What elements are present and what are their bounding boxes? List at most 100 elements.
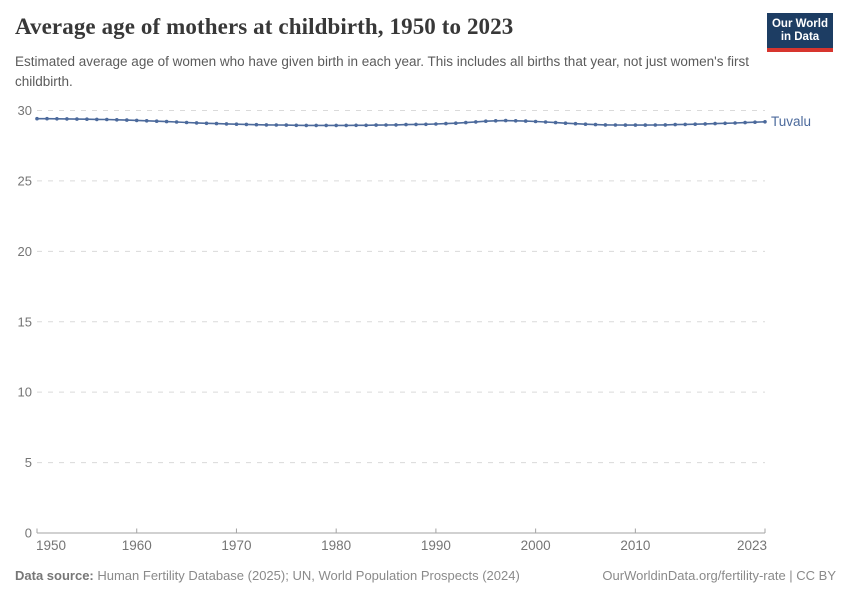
data-point-2012 bbox=[653, 123, 658, 127]
data-point-2011 bbox=[643, 123, 648, 127]
data-point-1972 bbox=[254, 122, 259, 127]
data-point-2010 bbox=[633, 123, 638, 127]
data-point-1974 bbox=[274, 123, 279, 127]
y-tick-label-30: 30 bbox=[18, 103, 32, 118]
data-point-2009 bbox=[623, 123, 628, 127]
data-point-2021 bbox=[743, 120, 747, 125]
data-point-1987 bbox=[404, 122, 408, 127]
data-point-1958 bbox=[115, 118, 119, 122]
data-point-2018 bbox=[713, 121, 717, 126]
data-point-2000 bbox=[533, 119, 538, 124]
data-point-2001 bbox=[543, 120, 548, 124]
chart-title: Average age of mothers at childbirth, 19… bbox=[15, 14, 514, 39]
line-series-tuvalu bbox=[35, 116, 767, 128]
x-tick-label-1950: 1950 bbox=[36, 538, 66, 553]
x-tick-label-1960: 1960 bbox=[122, 538, 152, 553]
data-point-1977 bbox=[304, 123, 309, 128]
data-point-1980 bbox=[334, 123, 339, 128]
chart-footer: Data source: Human Fertility Database (2… bbox=[15, 568, 836, 583]
data-point-1978 bbox=[314, 123, 319, 128]
data-point-1970 bbox=[234, 122, 239, 126]
chart-subtitle: Estimated average age of women who have … bbox=[15, 54, 749, 89]
data-point-2006 bbox=[593, 122, 598, 127]
data-point-1982 bbox=[354, 123, 358, 128]
data-point-1967 bbox=[204, 121, 209, 126]
data-point-1961 bbox=[144, 119, 149, 123]
data-point-1984 bbox=[374, 123, 378, 127]
data-point-1979 bbox=[324, 123, 329, 128]
data-point-2014 bbox=[673, 122, 677, 127]
data-point-1969 bbox=[224, 122, 229, 126]
y-tick-label-10: 10 bbox=[18, 385, 32, 400]
data-point-2007 bbox=[603, 123, 608, 127]
data-point-1992 bbox=[454, 121, 458, 125]
data-point-1983 bbox=[364, 123, 368, 128]
data-point-2004 bbox=[573, 121, 578, 126]
x-tick-label-1990: 1990 bbox=[421, 538, 451, 553]
data-point-1989 bbox=[424, 122, 428, 127]
x-tick-label-2000: 2000 bbox=[521, 538, 551, 553]
data-source-text: Human Fertility Database (2025); UN, Wor… bbox=[93, 568, 520, 583]
y-tick-label-15: 15 bbox=[18, 314, 32, 329]
data-point-2008 bbox=[613, 123, 618, 127]
owid-license-link[interactable]: OurWorldinData.org/fertility-rate | CC B… bbox=[602, 568, 836, 583]
axis-layer: 0 5 10 15 20 25 30 1950 1960 1970 1980 1990 2000 2010… bbox=[18, 103, 767, 553]
y-tick-label-5: 5 bbox=[25, 455, 32, 470]
data-point-1976 bbox=[294, 123, 299, 128]
data-point-1971 bbox=[244, 122, 249, 127]
data-point-1952 bbox=[55, 117, 59, 121]
data-point-2005 bbox=[583, 122, 588, 126]
data-point-1955 bbox=[85, 117, 89, 121]
data-point-1996 bbox=[493, 119, 498, 123]
data-point-1994 bbox=[474, 120, 478, 124]
data-point-2016 bbox=[693, 122, 697, 126]
data-point-1988 bbox=[414, 122, 418, 127]
owid-logo-line2: in Data bbox=[780, 31, 820, 43]
data-point-1993 bbox=[464, 120, 468, 125]
x-tick-label-1970: 1970 bbox=[221, 538, 251, 553]
data-point-1998 bbox=[513, 119, 518, 123]
data-point-2003 bbox=[563, 121, 568, 125]
data-point-1991 bbox=[444, 121, 448, 126]
data-point-1953 bbox=[65, 117, 69, 121]
data-point-2002 bbox=[553, 120, 558, 125]
data-point-1995 bbox=[484, 119, 488, 123]
owid-logo-line1: Our World bbox=[771, 18, 828, 30]
data-point-2022 bbox=[753, 120, 757, 124]
data-point-1981 bbox=[344, 123, 349, 128]
data-point-1957 bbox=[105, 117, 109, 122]
x-tick-label-2023: 2023 bbox=[737, 538, 767, 553]
data-point-1950 bbox=[35, 116, 39, 121]
data-point-1964 bbox=[174, 120, 179, 124]
data-source-label: Data source: bbox=[15, 568, 94, 583]
data-point-1999 bbox=[523, 119, 528, 123]
grid-layer bbox=[37, 110, 765, 464]
data-point-2013 bbox=[663, 123, 668, 127]
y-tick-label-25: 25 bbox=[18, 173, 32, 188]
data-point-1975 bbox=[284, 123, 289, 127]
data-point-1985 bbox=[384, 123, 388, 127]
y-tick-label-0: 0 bbox=[25, 526, 32, 541]
x-tick-label-2010: 2010 bbox=[620, 538, 650, 553]
data-point-1965 bbox=[184, 120, 189, 125]
data-point-2023 bbox=[763, 120, 767, 124]
data-point-1960 bbox=[134, 118, 139, 123]
data-point-2015 bbox=[683, 122, 687, 127]
data-point-1956 bbox=[95, 117, 99, 122]
data-point-1962 bbox=[154, 119, 159, 123]
series-label-tuvalu[interactable]: Tuvalu bbox=[771, 114, 811, 129]
data-point-1973 bbox=[264, 123, 269, 127]
data-point-1959 bbox=[125, 118, 129, 122]
data-point-1966 bbox=[194, 121, 199, 125]
data-point-1986 bbox=[394, 123, 398, 127]
data-point-1997 bbox=[503, 118, 508, 123]
y-tick-label-20: 20 bbox=[18, 244, 32, 259]
owid-logo[interactable]: Our World in Data bbox=[767, 13, 833, 52]
data-point-2020 bbox=[733, 121, 737, 125]
data-point-2017 bbox=[703, 122, 707, 126]
data-point-1951 bbox=[45, 116, 49, 121]
data-point-1968 bbox=[214, 121, 219, 126]
data-point-1990 bbox=[434, 122, 438, 126]
